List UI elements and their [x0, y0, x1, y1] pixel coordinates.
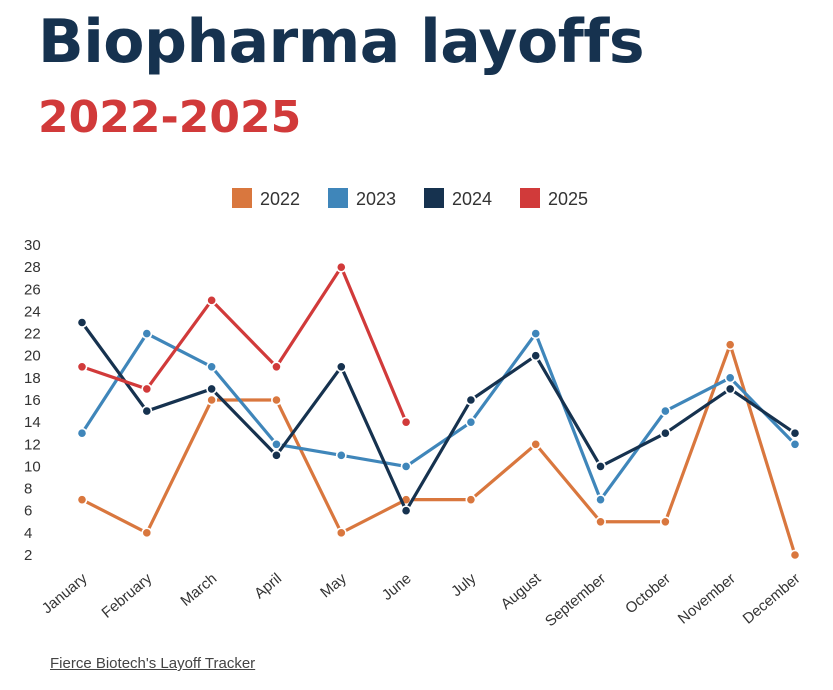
- y-tick-label: 18: [24, 370, 41, 387]
- y-tick-label: 6: [24, 503, 32, 520]
- data-point-2022[interactable]: [530, 438, 542, 450]
- data-point-2024[interactable]: [141, 405, 153, 417]
- data-point-2022[interactable]: [206, 394, 218, 406]
- legend-swatch-2025: [520, 188, 540, 208]
- source-link[interactable]: Fierce Biotech's Layoff Tracker: [50, 655, 256, 672]
- x-tick-label: May: [317, 570, 350, 602]
- data-point-2024[interactable]: [659, 427, 671, 439]
- data-point-2022[interactable]: [789, 549, 801, 561]
- y-tick-label: 24: [24, 303, 41, 320]
- x-axis: January February March April May June July Augu…: [39, 570, 804, 631]
- y-tick-label: 10: [24, 458, 41, 475]
- data-point-2024[interactable]: [789, 427, 801, 439]
- y-tick-label: 16: [24, 392, 41, 409]
- x-tick-label: September: [542, 570, 609, 630]
- data-point-2025[interactable]: [400, 416, 412, 428]
- data-point-2023[interactable]: [595, 494, 606, 506]
- y-tick-label: 2: [24, 547, 32, 564]
- data-point-2023[interactable]: [271, 438, 282, 450]
- data-point-2023[interactable]: [141, 328, 153, 339]
- series-line-2025: [80, 265, 408, 424]
- series-line-2023: [80, 331, 797, 502]
- series-2024: [76, 317, 801, 517]
- data-point-2024[interactable]: [271, 449, 282, 461]
- data-point-2023[interactable]: [400, 461, 412, 472]
- legend-swatch-2022: [232, 188, 252, 208]
- data-point-2024[interactable]: [206, 383, 218, 395]
- y-tick-label: 12: [24, 436, 41, 453]
- data-point-2022[interactable]: [76, 494, 88, 506]
- series-line-2024: [80, 320, 797, 513]
- data-point-2023[interactable]: [659, 405, 671, 417]
- data-point-2023[interactable]: [206, 361, 218, 373]
- chart-subtitle: 2022-2025: [38, 92, 302, 143]
- data-point-2023[interactable]: [724, 372, 736, 384]
- x-tick-label: October: [622, 570, 674, 617]
- y-tick-label: 30: [24, 237, 41, 254]
- y-tick-label: 26: [24, 281, 41, 298]
- data-point-2024[interactable]: [76, 317, 88, 328]
- data-point-2025[interactable]: [141, 383, 153, 395]
- data-point-2022[interactable]: [335, 527, 347, 539]
- data-point-2023[interactable]: [530, 328, 542, 339]
- legend-label-2025: 2025: [548, 189, 588, 209]
- data-point-2025[interactable]: [271, 361, 282, 373]
- y-tick-label: 14: [24, 414, 41, 431]
- series-2025: [76, 261, 412, 428]
- data-point-2025[interactable]: [335, 261, 347, 273]
- x-tick-label: November: [675, 570, 739, 628]
- series-layer: [76, 261, 801, 561]
- x-tick-label: January: [39, 570, 91, 618]
- x-tick-label: April: [251, 570, 285, 602]
- data-point-2024[interactable]: [724, 383, 736, 395]
- x-tick-label: February: [98, 570, 155, 622]
- data-point-2022[interactable]: [659, 516, 671, 528]
- data-point-2022[interactable]: [271, 394, 282, 406]
- series-line-2022: [80, 343, 797, 557]
- series-2022: [76, 339, 801, 561]
- legend: 2022 2023 2024 2025: [232, 188, 588, 209]
- data-point-2022[interactable]: [465, 494, 477, 506]
- x-tick-label: December: [740, 570, 804, 628]
- legend-label-2024: 2024: [452, 189, 492, 209]
- x-tick-label: July: [448, 570, 480, 600]
- data-point-2025[interactable]: [76, 361, 88, 373]
- x-tick-label: June: [379, 570, 415, 604]
- series-2023: [76, 328, 801, 506]
- data-point-2022[interactable]: [141, 527, 153, 539]
- data-point-2023[interactable]: [76, 427, 88, 439]
- legend-label-2022: 2022: [260, 189, 300, 209]
- data-point-2025[interactable]: [206, 294, 218, 306]
- legend-swatch-2023: [328, 188, 348, 208]
- x-tick-label: March: [177, 570, 220, 610]
- chart-title: Biopharma layoffs: [38, 7, 645, 77]
- data-point-2024[interactable]: [595, 461, 606, 472]
- x-tick-label: August: [498, 570, 545, 614]
- data-point-2023[interactable]: [335, 449, 347, 461]
- data-point-2024[interactable]: [530, 350, 542, 362]
- y-tick-label: 8: [24, 481, 32, 498]
- data-point-2024[interactable]: [335, 361, 347, 373]
- data-point-2023[interactable]: [465, 416, 477, 428]
- data-point-2023[interactable]: [789, 438, 801, 450]
- legend-label-2023: 2023: [356, 189, 396, 209]
- data-point-2022[interactable]: [595, 516, 606, 528]
- legend-swatch-2024: [424, 188, 444, 208]
- y-tick-label: 22: [24, 326, 41, 343]
- data-point-2022[interactable]: [724, 339, 736, 351]
- data-point-2024[interactable]: [465, 394, 477, 406]
- data-point-2024[interactable]: [400, 505, 412, 517]
- y-tick-label: 20: [24, 348, 41, 365]
- y-tick-label: 4: [24, 525, 32, 542]
- y-tick-label: 28: [24, 259, 41, 276]
